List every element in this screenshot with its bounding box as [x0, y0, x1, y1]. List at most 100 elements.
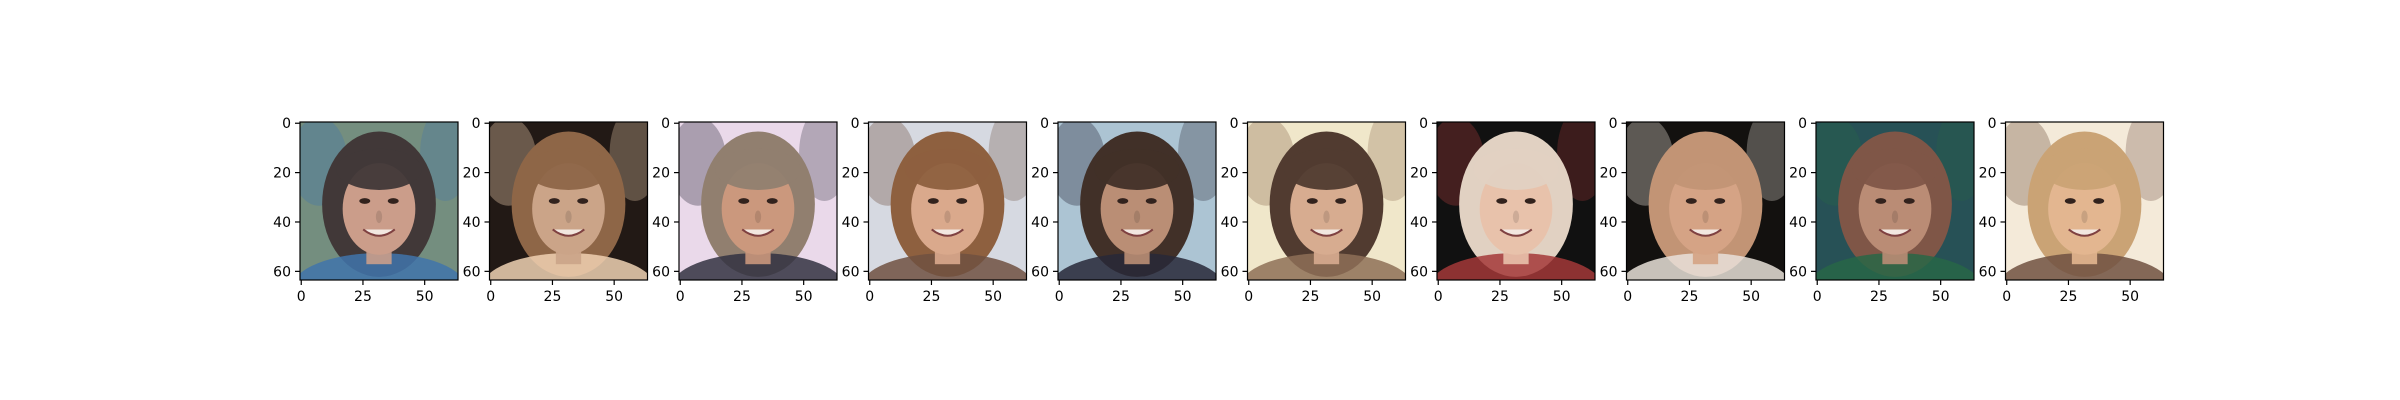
x-tick-label: 25 — [1870, 289, 1888, 305]
y-tick-label: 40 — [1789, 215, 1807, 231]
x-tick-label: 50 — [416, 289, 434, 305]
y-tick-label: 0 — [1230, 116, 1239, 132]
y-tick-label: 20 — [1221, 166, 1239, 182]
face-image — [1816, 122, 1974, 280]
y-tick-label: 60 — [1600, 264, 1618, 280]
y-tick-label: 60 — [652, 264, 670, 280]
y-tick-label: 60 — [1031, 264, 1049, 280]
x-tick-label: 0 — [297, 289, 306, 305]
y-tick-label: 60 — [1979, 264, 1997, 280]
x-tick-label: 25 — [2060, 289, 2078, 305]
axes-frame — [1246, 121, 1407, 281]
y-tick-label: 60 — [1410, 264, 1428, 280]
y-tick-label: 40 — [273, 215, 291, 231]
x-tick-label: 50 — [1174, 289, 1192, 305]
y-tick-label: 40 — [1600, 215, 1618, 231]
x-tick-label: 0 — [1813, 289, 1822, 305]
face-image — [1247, 122, 1406, 280]
image-panel: 0 25 50 0 20 40 60 — [1031, 116, 1217, 305]
x-tick-label: 0 — [865, 289, 874, 305]
image-panel: 0 25 50 0 20 40 60 — [463, 116, 649, 305]
image-panel: 0 25 50 0 20 40 60 — [273, 116, 459, 305]
y-tick-label: 60 — [1221, 264, 1239, 280]
x-tick-label: 25 — [544, 289, 562, 305]
x-tick-label: 25 — [923, 289, 941, 305]
x-tick-label: 0 — [676, 289, 685, 305]
face-image — [679, 122, 837, 280]
x-tick-label: 0 — [2002, 289, 2011, 305]
y-tick-label: 20 — [1789, 166, 1807, 182]
x-tick-label: 25 — [1681, 289, 1699, 305]
y-tick-label: 20 — [1979, 166, 1997, 182]
y-tick-label: 20 — [1600, 166, 1618, 182]
axes-frame — [2004, 121, 2165, 281]
y-tick-label: 0 — [1988, 116, 1997, 132]
image-panel: 0 25 50 0 20 40 60 — [1789, 116, 1975, 305]
face-image — [300, 122, 458, 280]
axes-frame — [488, 121, 649, 281]
y-tick-label: 20 — [273, 166, 291, 182]
y-tick-label: 0 — [1040, 116, 1049, 132]
x-tick-label: 50 — [795, 289, 813, 305]
y-tick-label: 0 — [661, 116, 670, 132]
x-tick-label: 0 — [486, 289, 495, 305]
y-tick-label: 40 — [1979, 215, 1997, 231]
y-tick-label: 40 — [1221, 215, 1239, 231]
y-tick-label: 0 — [282, 116, 291, 132]
y-tick-label: 60 — [273, 264, 291, 280]
x-tick-label: 0 — [1055, 289, 1064, 305]
x-tick-label: 25 — [1491, 289, 1509, 305]
face-image — [2005, 122, 2164, 280]
y-tick-label: 60 — [842, 264, 860, 280]
y-tick-label: 20 — [842, 166, 860, 182]
axes-frame — [1436, 121, 1596, 281]
axes-frame — [1625, 121, 1786, 281]
image-panel: 0 25 50 0 20 40 60 — [1410, 116, 1596, 305]
axes-frame — [299, 121, 459, 281]
y-tick-label: 60 — [463, 264, 481, 280]
image-panel: 0 25 50 0 20 40 60 — [1600, 116, 1786, 305]
y-tick-label: 0 — [1798, 116, 1807, 132]
x-tick-label: 50 — [1932, 289, 1950, 305]
x-tick-label: 25 — [1302, 289, 1320, 305]
x-tick-label: 25 — [733, 289, 751, 305]
axes-frame — [678, 121, 838, 281]
x-tick-label: 50 — [1742, 289, 1760, 305]
y-tick-label: 20 — [463, 166, 481, 182]
y-tick-label: 40 — [652, 215, 670, 231]
y-tick-label: 0 — [851, 116, 860, 132]
x-tick-label: 25 — [354, 289, 372, 305]
x-tick-label: 50 — [605, 289, 623, 305]
y-tick-label: 40 — [842, 215, 860, 231]
face-image — [1058, 122, 1216, 280]
x-tick-label: 25 — [1112, 289, 1130, 305]
face-image — [868, 122, 1027, 280]
axes-frame — [867, 121, 1028, 281]
y-tick-label: 60 — [1789, 264, 1807, 280]
face-image — [1626, 122, 1785, 280]
x-tick-label: 0 — [1434, 289, 1443, 305]
face-image — [489, 122, 648, 280]
x-tick-label: 50 — [2121, 289, 2139, 305]
y-tick-label: 0 — [1609, 116, 1618, 132]
y-tick-label: 20 — [1031, 166, 1049, 182]
x-tick-label: 50 — [1553, 289, 1571, 305]
y-tick-label: 40 — [463, 215, 481, 231]
y-tick-label: 20 — [1410, 166, 1428, 182]
image-panel: 0 25 50 0 20 40 60 — [1979, 116, 2165, 305]
axes-frame — [1815, 121, 1975, 281]
y-tick-label: 20 — [652, 166, 670, 182]
y-tick-label: 0 — [472, 116, 481, 132]
x-tick-label: 50 — [1363, 289, 1381, 305]
y-tick-label: 0 — [1419, 116, 1428, 132]
x-tick-label: 50 — [984, 289, 1002, 305]
x-tick-label: 0 — [1244, 289, 1253, 305]
axes-frame — [1057, 121, 1217, 281]
image-panel: 0 25 50 0 20 40 60 — [652, 116, 838, 305]
y-tick-label: 40 — [1031, 215, 1049, 231]
face-image — [1437, 122, 1595, 280]
x-tick-label: 0 — [1623, 289, 1632, 305]
image-panel: 0 25 50 0 20 40 60 — [1221, 116, 1407, 305]
image-panel: 0 25 50 0 20 40 60 — [842, 116, 1028, 305]
